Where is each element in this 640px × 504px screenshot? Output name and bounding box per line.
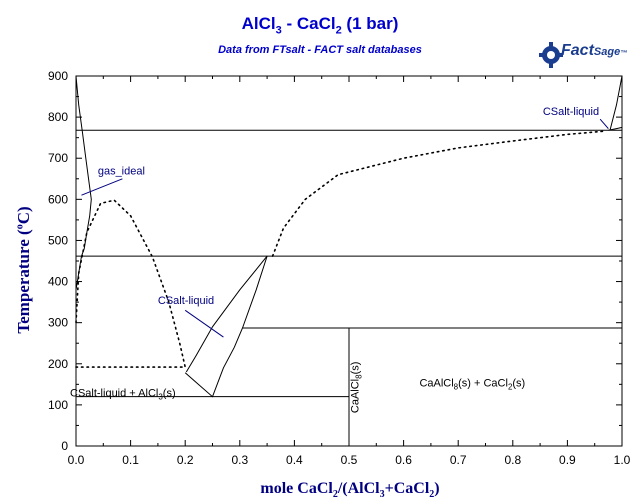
y-tick-label: 700 [48, 151, 68, 165]
y-tick-label: 100 [48, 398, 68, 412]
compound-vertical-label: CaAlCl8(s) [349, 362, 363, 414]
region-label: CSalt-liquid + AlCl3(s) [70, 388, 176, 402]
y-tick-label: 400 [48, 275, 68, 289]
x-tick-label: 0.4 [286, 453, 303, 467]
x-tick-label: 0.2 [177, 453, 194, 467]
phase-annotation: gas_ideal [98, 166, 145, 178]
csalt-right-2-curve [608, 126, 623, 131]
x-tick-label: 1.0 [614, 453, 631, 467]
phase-annotation: CSalt-liquid [543, 106, 599, 118]
y-tick-label: 500 [48, 233, 68, 247]
x-axis-label: mole CaCl2/(AlCl3+CaCl2) [260, 480, 440, 501]
x-tick-label: 0.0 [68, 453, 85, 467]
x-tick-label: 0.1 [122, 453, 139, 467]
y-tick-label: 600 [48, 192, 68, 206]
annotation-pointer [599, 118, 609, 129]
y-tick-label: 900 [48, 69, 68, 83]
y-tick-label: 0 [61, 439, 68, 453]
annotation-pointer [81, 178, 123, 196]
csalt-right-curve [609, 75, 623, 131]
x-tick-label: 0.6 [395, 453, 412, 467]
y-tick-label: 800 [48, 110, 68, 124]
region-label: CaAlCl8(s) + CaCl2(s) [419, 377, 525, 391]
y-tick-label: 200 [48, 357, 68, 371]
factsage-gear-icon [539, 42, 563, 68]
x-tick-label: 0.7 [450, 453, 467, 467]
y-tick-label: 300 [48, 316, 68, 330]
chart-subtitle: Data from FTsalt - FACT salt databases [218, 44, 422, 56]
phase-annotation: CSalt-liquid [158, 295, 214, 307]
factsage-logo-text: FactSage™ [561, 42, 628, 59]
csalt-left-2-curve [184, 255, 268, 398]
x-tick-label: 0.3 [231, 453, 248, 467]
chart-title: AlCl3 - CaCl2 (1 bar) [241, 14, 399, 37]
annotation-pointer [184, 309, 224, 338]
miscibility-gap-curve [75, 199, 187, 368]
csalt-left-1-curve [185, 255, 268, 373]
x-tick-label: 0.9 [559, 453, 576, 467]
gas-boundary-curve [75, 75, 92, 290]
x-tick-label: 0.5 [341, 453, 358, 467]
liquidus-CaCl2-curve [271, 130, 607, 257]
x-tick-label: 0.8 [504, 453, 521, 467]
